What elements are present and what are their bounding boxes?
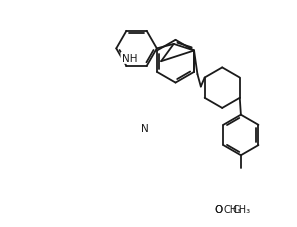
Text: CH₃: CH₃: [224, 204, 242, 214]
Text: N: N: [141, 123, 149, 133]
Text: O: O: [214, 204, 222, 214]
Text: NH: NH: [121, 54, 137, 64]
Text: NH: NH: [121, 54, 137, 64]
Text: O: O: [214, 204, 222, 214]
Text: N: N: [141, 123, 149, 133]
Text: CH₃: CH₃: [233, 204, 251, 214]
